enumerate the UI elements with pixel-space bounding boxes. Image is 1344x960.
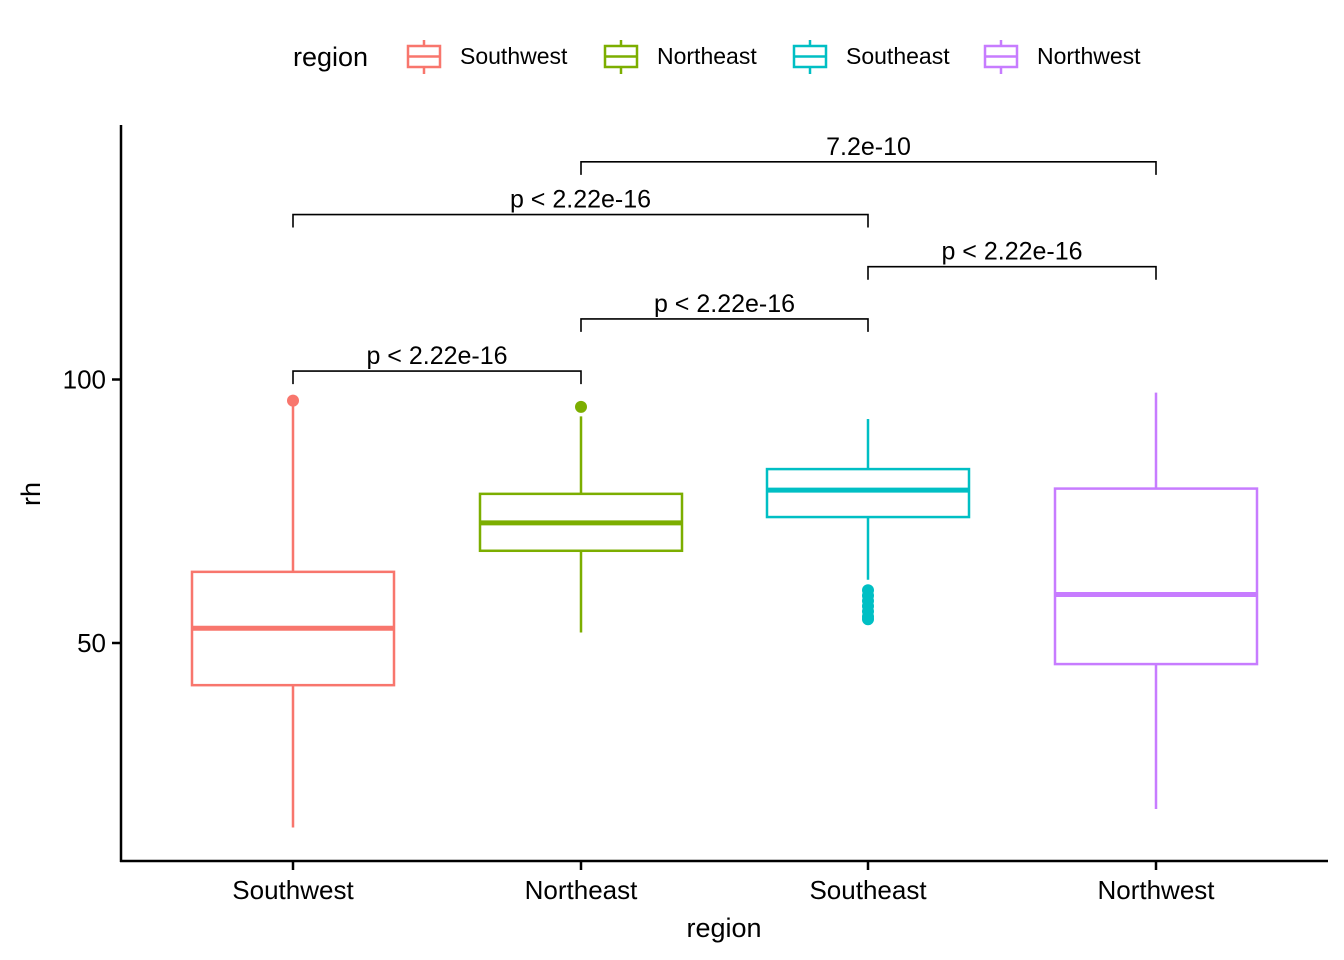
legend-label-southwest: Southwest bbox=[460, 43, 568, 69]
bracket bbox=[292, 370, 582, 385]
bracket bbox=[580, 318, 869, 332]
bracket bbox=[292, 213, 869, 228]
y-axis-title: rh bbox=[16, 482, 46, 506]
legend-label-northeast: Northeast bbox=[657, 43, 757, 69]
legend-title: region bbox=[293, 42, 368, 72]
bracket bbox=[867, 265, 1157, 280]
outlier-point bbox=[287, 394, 299, 407]
comparison-southeast-northwest: p < 2.22e-16 bbox=[867, 238, 1157, 280]
box-northeast bbox=[478, 400, 684, 633]
legend-label-northwest: Northwest bbox=[1037, 43, 1141, 69]
p-value-label: 7.2e-10 bbox=[826, 133, 911, 161]
p-value-label: p < 2.22e-16 bbox=[366, 342, 507, 370]
legend-key-southeast bbox=[792, 40, 828, 74]
legend-label-southeast: Southeast bbox=[846, 43, 950, 69]
p-value-label: p < 2.22e-16 bbox=[510, 186, 651, 214]
y-ticks: 50 100 bbox=[63, 365, 121, 658]
legend-entry-northeast: Northeast bbox=[603, 40, 757, 74]
x-axis-title: region bbox=[686, 913, 761, 943]
p-value-label: p < 2.22e-16 bbox=[654, 290, 795, 318]
comparison-southwest-southeast: p < 2.22e-16 bbox=[292, 186, 869, 228]
comparison-northeast-northwest: 7.2e-10 bbox=[580, 133, 1157, 175]
legend-entry-southwest: Southwest bbox=[406, 40, 568, 74]
outlier-point bbox=[575, 400, 587, 413]
legend-key-northeast bbox=[603, 40, 639, 74]
comparison-southwest-northeast: p < 2.22e-16 bbox=[292, 342, 582, 385]
boxes bbox=[190, 392, 1259, 828]
x-tick-label-southwest: Southwest bbox=[232, 875, 354, 905]
x-tick-label-southeast: Southeast bbox=[809, 875, 927, 905]
x-tick-label-northwest: Northwest bbox=[1097, 875, 1215, 905]
axes: 50 100 Southwest Northeast Southeast Northwe… bbox=[16, 125, 1328, 943]
legend-key-northwest bbox=[983, 40, 1019, 74]
box-southwest bbox=[190, 394, 396, 828]
box-body bbox=[1053, 487, 1259, 666]
p-value-label: p < 2.22e-16 bbox=[941, 238, 1082, 266]
y-tick-label: 100 bbox=[63, 365, 106, 395]
box-southeast bbox=[765, 419, 971, 626]
legend-key-southwest bbox=[406, 40, 442, 74]
comparison-brackets: p < 2.22e-16 p < 2.22e-16 p < 2.22e-16 p < … bbox=[292, 133, 1157, 385]
legend-entry-northwest: Northwest bbox=[983, 40, 1141, 74]
x-ticks: Southwest Northeast Southeast Northwest bbox=[232, 861, 1215, 905]
x-tick-label-northeast: Northeast bbox=[525, 875, 638, 905]
bracket bbox=[580, 161, 1157, 175]
y-tick-label: 50 bbox=[77, 628, 106, 658]
comparison-northeast-southeast: p < 2.22e-16 bbox=[580, 290, 869, 332]
legend: region Southwest Northeast Southeast Northw… bbox=[293, 40, 1141, 74]
box-northwest bbox=[1053, 392, 1259, 810]
legend-entry-southeast: Southeast bbox=[792, 40, 950, 74]
box-body bbox=[765, 467, 971, 519]
outlier-point bbox=[862, 613, 874, 626]
